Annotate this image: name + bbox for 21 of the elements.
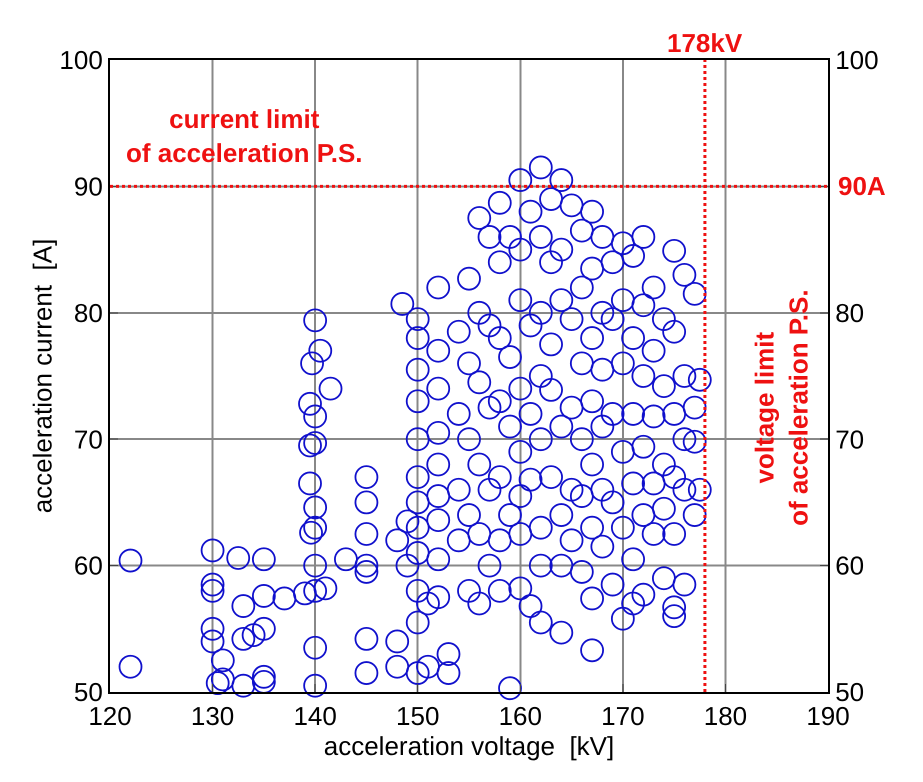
y-tick-label: 90 xyxy=(74,172,103,202)
x-tick-label: 130 xyxy=(190,701,234,732)
y2-tick-label: 100 xyxy=(835,45,879,76)
annotation: current limit of acceleration P.S. xyxy=(126,104,363,168)
y-tick-label: 60 xyxy=(74,550,103,581)
annotation: voltage limit of acceleration P.S. xyxy=(750,289,814,526)
y2-tick-label: 70 xyxy=(835,424,864,454)
x-axis-title: acceleration voltage [kV] xyxy=(324,731,614,762)
x-tick-label: 170 xyxy=(601,701,645,732)
x-tick-label: 180 xyxy=(704,701,748,732)
y-tick-label: 80 xyxy=(74,298,103,328)
x-tick-label: 140 xyxy=(293,701,337,732)
y-tick-label: 100 xyxy=(59,45,103,76)
ref-line-label: 90A xyxy=(838,171,886,201)
y2-tick-label: 80 xyxy=(835,298,864,328)
x-tick-label: 160 xyxy=(498,701,542,732)
y-axis-title: acceleration current [A] xyxy=(27,238,58,514)
y-tick-label: 70 xyxy=(74,424,103,454)
x-tick-label: 150 xyxy=(396,701,440,732)
ref-line-label: 178kV xyxy=(667,28,743,58)
y2-tick-label: 60 xyxy=(835,550,864,581)
